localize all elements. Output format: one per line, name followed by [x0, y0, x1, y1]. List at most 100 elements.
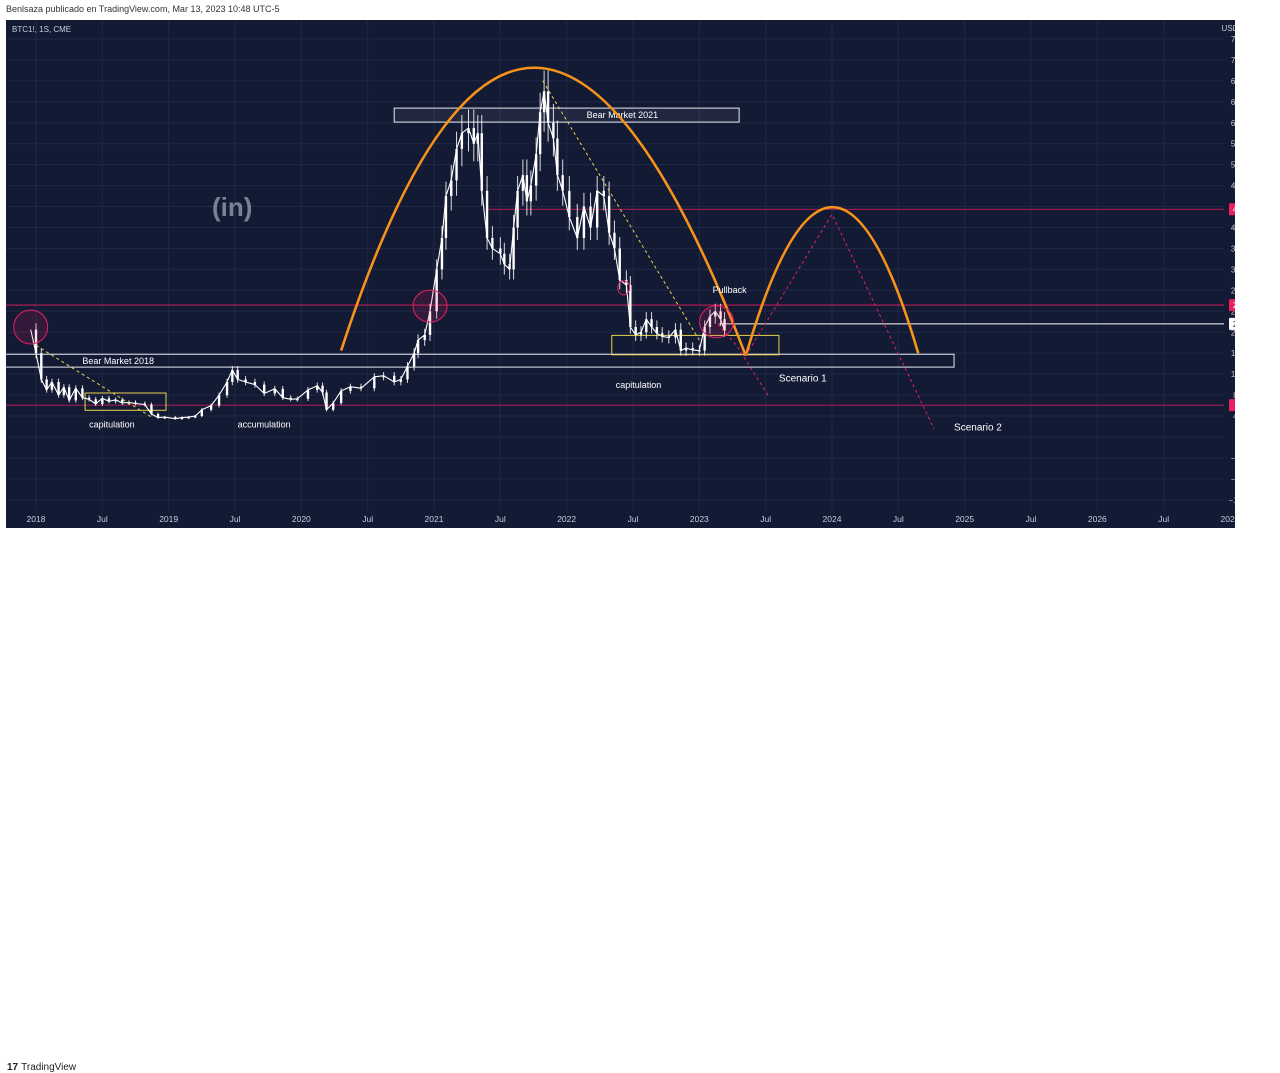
candle-body — [163, 417, 166, 419]
candle-body — [74, 388, 77, 401]
watermark-logo: (in) — [212, 192, 252, 222]
breakout-circle-2020 — [412, 289, 448, 323]
candle-body — [444, 196, 448, 238]
pullback-label: Pullback — [713, 285, 748, 295]
candle-body — [516, 190, 519, 228]
candle-body — [472, 127, 475, 144]
y-tick-label: 40000 — [1231, 224, 1235, 233]
candle-body — [253, 382, 257, 385]
candle-body — [134, 402, 137, 404]
downtrend-line-2018 — [35, 344, 152, 418]
bear-market-2021-box — [393, 107, 740, 123]
candle-body — [561, 175, 564, 191]
candle-body — [435, 269, 438, 312]
y-tick-label: 8000 — [1233, 391, 1235, 400]
candle-body — [262, 384, 266, 394]
y-tick-label: 48000 — [1231, 182, 1235, 191]
candle-body — [331, 402, 335, 410]
candle-body — [289, 397, 292, 400]
y-tick-label: 76000 — [1231, 35, 1235, 44]
candle-body — [512, 227, 515, 270]
candle-body — [613, 232, 616, 249]
candle-body — [81, 388, 84, 398]
candle-body — [698, 350, 701, 352]
candle-body — [708, 316, 712, 328]
candle-body — [491, 237, 494, 249]
candle-body — [217, 395, 221, 406]
candle-body — [406, 366, 409, 380]
symbol-label: BTC1!, 1S, CME — [12, 25, 71, 34]
x-tick-label: Jul — [362, 514, 373, 524]
x-tick-label: Jul — [628, 514, 639, 524]
candle-body — [529, 185, 533, 202]
candle-body — [618, 248, 621, 280]
candle-body — [87, 397, 91, 400]
candle-body — [467, 127, 470, 134]
candle-body — [306, 389, 310, 399]
x-tick-label: Jul — [893, 514, 904, 524]
candle-body — [236, 369, 239, 380]
candle-body — [281, 388, 284, 398]
x-tick-label: 2026 — [1088, 514, 1107, 524]
candle-body — [625, 279, 628, 286]
price-axis[interactable] — [1224, 20, 1235, 528]
retest-circle-2022 — [617, 280, 631, 296]
candle-body — [180, 417, 184, 420]
y-tick-label: 52000 — [1231, 161, 1235, 170]
candle-body — [107, 398, 111, 402]
candle-body — [714, 311, 717, 317]
candle-body — [568, 190, 571, 218]
time-axis[interactable] — [6, 510, 1235, 528]
y-tick-label: −8000 — [1231, 475, 1235, 484]
tradingview-mark-icon: 17 — [7, 1062, 19, 1073]
candle-body — [460, 133, 464, 149]
footer-bar: 17 TradingView — [0, 528, 1280, 1073]
candle-body — [373, 376, 376, 389]
candle-body — [339, 390, 343, 403]
candle-body — [503, 253, 506, 265]
price-chart[interactable]: BTC1!, 1S, CME (in) USD 76000 72000 68000 6400… — [0, 20, 1259, 528]
chart-area[interactable]: BTC1!, 1S, CME (in) USD 76000 72000 68000 6400… — [0, 20, 1259, 528]
bear-market-2018-box — [0, 353, 955, 368]
x-tick-label: 2022 — [557, 514, 576, 524]
x-tick-label: 2020 — [292, 514, 311, 524]
candle-body — [231, 369, 234, 383]
candle-body — [679, 329, 682, 351]
candle-body — [382, 375, 385, 378]
bear-market-2018-label: Bear Market 2018 — [82, 356, 154, 366]
price-level-label: 25190 — [1233, 301, 1235, 310]
candle-body — [552, 122, 555, 139]
candle-body — [244, 379, 247, 383]
y-tick-label: 72000 — [1231, 56, 1235, 65]
candle-body — [476, 133, 479, 144]
candle-body — [542, 91, 546, 113]
capitulation-2018-box — [84, 392, 167, 411]
candle-body — [296, 398, 299, 401]
downtrend-line-2022 — [542, 80, 700, 341]
y-tick-label: 56000 — [1231, 140, 1235, 149]
candle-body — [321, 385, 324, 393]
pullback-circle-2023 — [699, 305, 735, 339]
candle-body — [582, 206, 586, 238]
candle-body — [200, 409, 204, 417]
x-tick-label: 2024 — [823, 514, 842, 524]
tradingview-logo[interactable]: 17 TradingView — [7, 1062, 76, 1073]
candle-body — [485, 190, 489, 238]
candle-body — [45, 379, 48, 390]
candle-body — [525, 175, 529, 202]
candle-body — [187, 417, 190, 419]
x-tick-label: 2027 — [1221, 514, 1235, 524]
candle-body — [40, 353, 43, 380]
candle-body — [194, 416, 197, 418]
candle-body — [534, 154, 538, 186]
candle-body — [412, 353, 416, 367]
x-tick-label: Jul — [760, 514, 771, 524]
candle-body — [423, 334, 426, 341]
price-level-label: 43490 — [1233, 205, 1235, 214]
candle-body — [114, 399, 117, 402]
candle-body — [538, 112, 542, 155]
y-tick-label: 68000 — [1231, 77, 1235, 86]
candle-body — [156, 413, 160, 418]
candle-body — [703, 327, 706, 351]
capitulation-2022-label: capitulation — [616, 380, 662, 390]
